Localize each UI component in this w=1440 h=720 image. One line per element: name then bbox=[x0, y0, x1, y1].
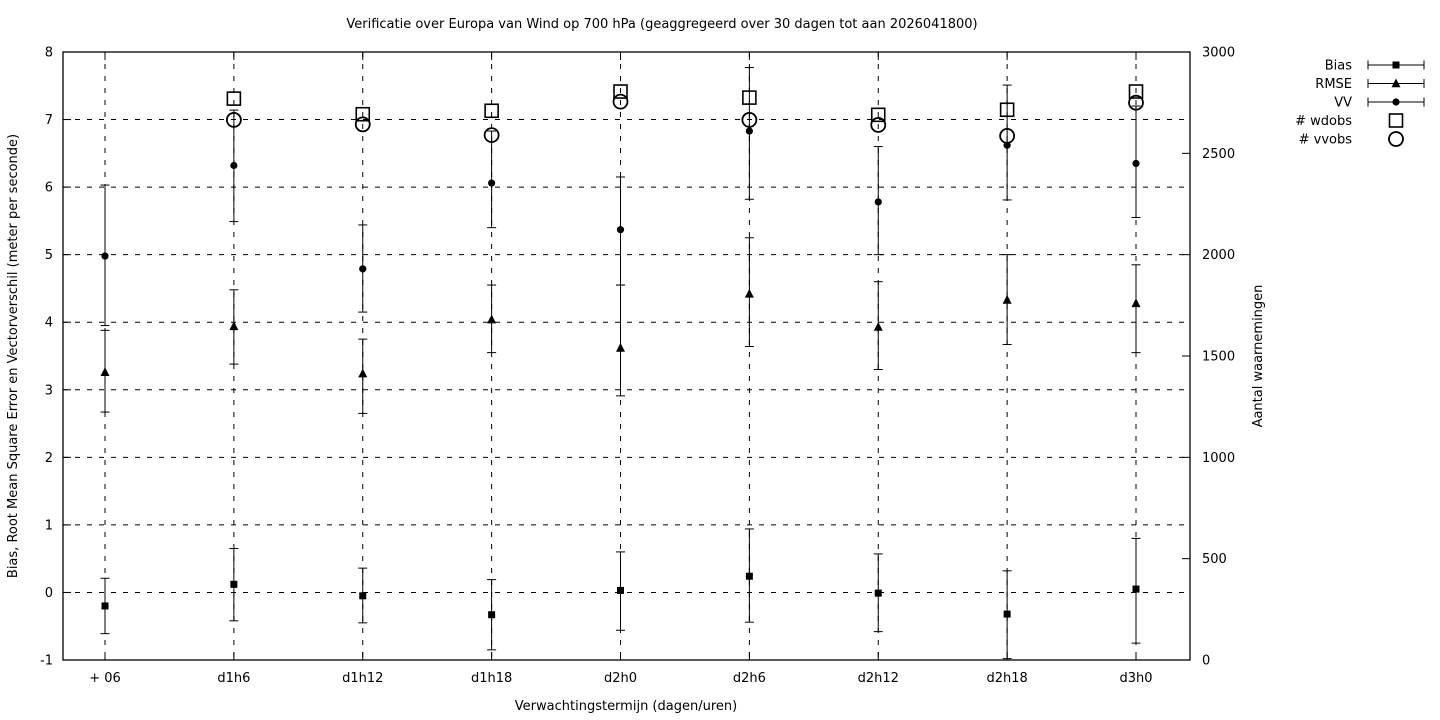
legend-label-wdobs: # wdobs bbox=[1295, 114, 1352, 129]
vvobs-marker bbox=[999, 128, 1016, 144]
left-tick-label: 5 bbox=[45, 248, 53, 263]
rmse-marker bbox=[1002, 294, 1012, 304]
vvobs-marker bbox=[870, 117, 887, 133]
chart-title: Verificatie over Europa van Wind op 700 … bbox=[346, 17, 977, 32]
legend-marker-vvobs bbox=[1388, 131, 1404, 147]
rmse-marker bbox=[744, 288, 754, 298]
wdobs-marker bbox=[355, 106, 371, 122]
bias-marker bbox=[230, 580, 238, 588]
right-tick-label: 3000 bbox=[1202, 46, 1235, 61]
legend-marker-rmse bbox=[1391, 78, 1401, 88]
bias-marker bbox=[488, 611, 496, 619]
x-axis-label: Verwachtingstermijn (dagen/uren) bbox=[515, 699, 737, 714]
x-tick-label: d3h0 bbox=[1119, 671, 1152, 686]
series-bias bbox=[100, 528, 1141, 660]
bias-marker bbox=[1003, 610, 1011, 618]
x-tick-label: + 06 bbox=[89, 671, 121, 686]
vv-marker bbox=[745, 127, 753, 135]
bias-marker bbox=[1132, 585, 1140, 593]
vvobs-marker bbox=[483, 127, 500, 143]
wdobs-marker bbox=[870, 107, 886, 123]
series-wdobs bbox=[226, 84, 1144, 123]
wdobs-marker bbox=[484, 103, 499, 119]
right-tick-label: 2500 bbox=[1202, 147, 1235, 162]
right-tick-label: 2000 bbox=[1202, 248, 1235, 263]
legend-item-vvobs: # vvobs bbox=[1299, 131, 1404, 148]
rmse-marker bbox=[229, 321, 239, 331]
left-tick-label: 0 bbox=[45, 586, 53, 601]
left-tick-label: 3 bbox=[45, 383, 53, 398]
bias-marker bbox=[359, 592, 367, 600]
left-tick-label: 8 bbox=[45, 46, 53, 61]
legend-label-vvobs: # vvobs bbox=[1299, 133, 1353, 148]
legend-marker-bias bbox=[1392, 61, 1400, 69]
x-tick-label: d2h18 bbox=[986, 671, 1027, 686]
series-vv bbox=[100, 67, 1141, 327]
rmse-marker bbox=[100, 367, 110, 377]
bias-marker bbox=[745, 572, 753, 580]
gridlines bbox=[63, 52, 1190, 660]
rmse-marker bbox=[616, 342, 625, 352]
x-tick-label: d1h6 bbox=[217, 671, 250, 686]
vv-marker bbox=[616, 226, 625, 234]
x-tick-label: d2h6 bbox=[733, 671, 766, 686]
legend-item-vv: VV bbox=[1334, 96, 1425, 111]
rmse-marker bbox=[487, 314, 497, 324]
legend-label-vv: VV bbox=[1334, 96, 1352, 111]
right-tick-label: 0 bbox=[1202, 654, 1210, 669]
vvobs-marker bbox=[741, 111, 758, 128]
legend-item-rmse: RMSE bbox=[1315, 77, 1425, 92]
wdobs-marker bbox=[742, 90, 757, 105]
left-tick-label: 6 bbox=[45, 181, 53, 196]
rmse-marker bbox=[873, 321, 883, 331]
series-vvobs bbox=[225, 93, 1144, 144]
left-tick-label: 2 bbox=[45, 451, 53, 466]
vv-marker bbox=[488, 179, 496, 187]
vv-marker bbox=[230, 161, 238, 170]
wdobs-marker bbox=[999, 102, 1015, 118]
rmse-marker bbox=[1131, 298, 1141, 308]
x-tick-label: d1h18 bbox=[471, 671, 512, 686]
vv-marker bbox=[359, 265, 367, 273]
vvobs-marker bbox=[354, 116, 371, 133]
legend-item-bias: Bias bbox=[1325, 59, 1425, 74]
right-y-axis-label: Aantal waarnemingen bbox=[1251, 285, 1266, 428]
vv-marker bbox=[101, 252, 109, 260]
x-tick-label: d2h0 bbox=[604, 671, 637, 686]
vv-marker bbox=[874, 198, 882, 206]
bias-marker bbox=[101, 602, 109, 610]
left-tick-label: 4 bbox=[45, 316, 53, 331]
legend: Bias RMSE VV # wdobs # vvobs bbox=[1295, 59, 1425, 148]
series-rmse bbox=[100, 237, 1141, 414]
legend-item-wdobs: # wdobs bbox=[1295, 113, 1404, 129]
vvobs-marker bbox=[612, 93, 629, 110]
wdobs-marker bbox=[613, 84, 628, 99]
plot-area: -1 0 1 2 3 4 5 6 7 8 0 500 1000 1500 2000 2500 3000 + 06 d… bbox=[40, 46, 1425, 687]
plot-border bbox=[62, 51, 1191, 661]
bias-marker bbox=[874, 589, 882, 597]
right-tick-label: 1500 bbox=[1202, 350, 1235, 365]
bias-marker bbox=[617, 586, 624, 594]
left-y-axis-label: Bias, Root Mean Square Error en Vectorve… bbox=[6, 134, 21, 578]
right-tick-label: 500 bbox=[1202, 552, 1227, 567]
axis-ticks: -1 0 1 2 3 4 5 6 7 8 0 500 1000 1500 2000 2500 3000 + 06 d… bbox=[40, 46, 1235, 687]
right-tick-label: 1000 bbox=[1202, 451, 1235, 466]
left-tick-label: 7 bbox=[45, 113, 53, 128]
vvobs-marker bbox=[1128, 94, 1144, 111]
legend-label-rmse: RMSE bbox=[1315, 77, 1352, 92]
vv-marker bbox=[1132, 159, 1140, 168]
wdobs-marker bbox=[1128, 84, 1144, 99]
wdobs-marker bbox=[226, 91, 242, 106]
vvobs-marker bbox=[225, 111, 242, 128]
left-tick-label: -1 bbox=[40, 654, 53, 669]
x-tick-label: d1h12 bbox=[342, 671, 383, 686]
rmse-marker bbox=[358, 368, 368, 378]
x-tick-label: d2h12 bbox=[858, 671, 899, 686]
legend-label-bias: Bias bbox=[1325, 59, 1352, 74]
legend-marker-wdobs bbox=[1388, 113, 1404, 128]
legend-marker-vv bbox=[1392, 98, 1400, 106]
left-tick-label: 1 bbox=[45, 518, 53, 533]
